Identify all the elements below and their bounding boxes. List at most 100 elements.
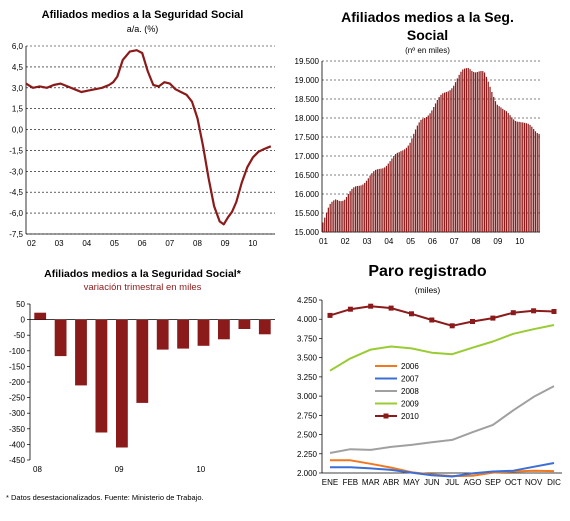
- legend-label-2009: 2009: [401, 400, 419, 409]
- bar: [505, 111, 507, 232]
- bar: [400, 151, 402, 232]
- legend-label-2010: 2010: [401, 412, 419, 421]
- series-line-2008: [329, 385, 555, 454]
- chart-title: Paro registrado: [368, 263, 487, 280]
- bar: [507, 112, 509, 232]
- bar: [444, 92, 446, 232]
- bar: [324, 217, 326, 232]
- x-tick-label: 03: [55, 239, 64, 248]
- bar: [345, 196, 348, 232]
- y-tick-label: -50: [13, 331, 25, 340]
- bar: [480, 71, 482, 233]
- chart-subtitle: variación trimestral en miles: [83, 282, 202, 293]
- bar: [396, 152, 398, 232]
- bar: [322, 222, 324, 232]
- bar: [449, 90, 451, 232]
- bar: [238, 319, 251, 329]
- x-tick-label: 09: [115, 465, 124, 474]
- chart-panel-unemployment: Paro registrado (miles) 4.250 4.000 3.750 3…: [285, 260, 570, 521]
- bar: [374, 169, 377, 232]
- bar: [362, 184, 364, 232]
- y-tick-label: 3.250: [297, 373, 318, 382]
- bar: [347, 193, 349, 232]
- x-tick-label: 09: [493, 237, 502, 246]
- bar: [353, 187, 355, 232]
- y-tick-label: 2.000: [297, 469, 318, 478]
- bar: [355, 186, 357, 232]
- y-tick-label: 16.500: [295, 171, 320, 180]
- series-marker-2010: [347, 306, 353, 312]
- bar: [197, 319, 210, 346]
- x-tick-label: FEB: [343, 478, 359, 487]
- bar: [511, 117, 513, 232]
- x-tick-label: 10: [196, 465, 205, 474]
- x-tick-label: 07: [165, 239, 174, 248]
- bar: [380, 168, 382, 232]
- bar: [454, 82, 457, 233]
- bar: [407, 145, 409, 232]
- bar: [465, 68, 468, 232]
- bar: [502, 108, 504, 232]
- y-tick-label: 3.000: [297, 392, 318, 401]
- series-marker-2010: [429, 317, 435, 323]
- bar: [456, 78, 458, 233]
- y-tick-label: 0: [21, 316, 26, 325]
- y-tick-label: -400: [9, 440, 26, 449]
- bar: [325, 212, 328, 232]
- chart-subtitle: (nº en miles): [405, 46, 450, 55]
- bar: [482, 71, 484, 232]
- bar: [420, 119, 422, 232]
- x-tick-label: 09: [221, 239, 230, 248]
- bar: [398, 152, 400, 232]
- bar: [365, 180, 368, 232]
- bar: [462, 69, 464, 232]
- bar: [494, 101, 497, 232]
- bar: [427, 115, 429, 232]
- bar: [384, 167, 386, 232]
- chart-panel-affiliates-count: Afiliados medios a la Seg. Social (nº en…: [285, 0, 570, 255]
- series-marker-2010: [490, 315, 496, 321]
- legend-marker-2010: [383, 413, 389, 419]
- bar: [336, 200, 339, 232]
- bar: [402, 150, 404, 232]
- series-marker-2010: [388, 305, 394, 311]
- bar: [534, 131, 537, 232]
- bar: [498, 106, 500, 232]
- y-tick-label: 18.500: [295, 95, 320, 104]
- x-tick-label: 08: [193, 239, 202, 248]
- bar: [503, 110, 506, 232]
- bar-chart-affiliates-quarterly: 50 0 -50 -100 -150 -200 -250 -300 -350 -400 -450 08…: [9, 300, 275, 474]
- legend-label-2006: 2006: [401, 362, 419, 371]
- series-line-2007: [330, 462, 555, 478]
- y-tick-label: 3.500: [297, 354, 318, 363]
- y-tick-label: -1,5: [9, 146, 23, 155]
- bar: [493, 96, 495, 232]
- bar: [358, 185, 360, 232]
- bar: [369, 175, 371, 232]
- bar: [471, 70, 473, 232]
- bar: [75, 319, 87, 386]
- bar: [509, 115, 511, 232]
- bar: [116, 319, 128, 448]
- series-marker-2010: [368, 303, 374, 309]
- bar: [487, 81, 489, 232]
- series-line-2009: [329, 324, 555, 372]
- bar: [340, 201, 342, 232]
- x-tick-label: MAY: [403, 478, 420, 487]
- bar: [483, 72, 486, 233]
- x-tick-label: DIC: [547, 478, 561, 487]
- x-tick-label: 10: [515, 237, 524, 246]
- y-tick-label: 0,0: [12, 126, 24, 135]
- x-tick-label: ABR: [383, 478, 400, 487]
- x-tick-label: 04: [384, 237, 393, 246]
- bar: [496, 104, 498, 232]
- bar: [529, 124, 531, 232]
- bar: [424, 118, 426, 232]
- x-tick-label: 03: [363, 237, 372, 246]
- series-marker-2010: [551, 309, 557, 314]
- y-tick-label: 2.250: [297, 450, 318, 459]
- bar: [393, 156, 395, 232]
- bar: [416, 125, 418, 232]
- y-tick-label: 4.250: [297, 296, 318, 305]
- bar: [520, 122, 522, 232]
